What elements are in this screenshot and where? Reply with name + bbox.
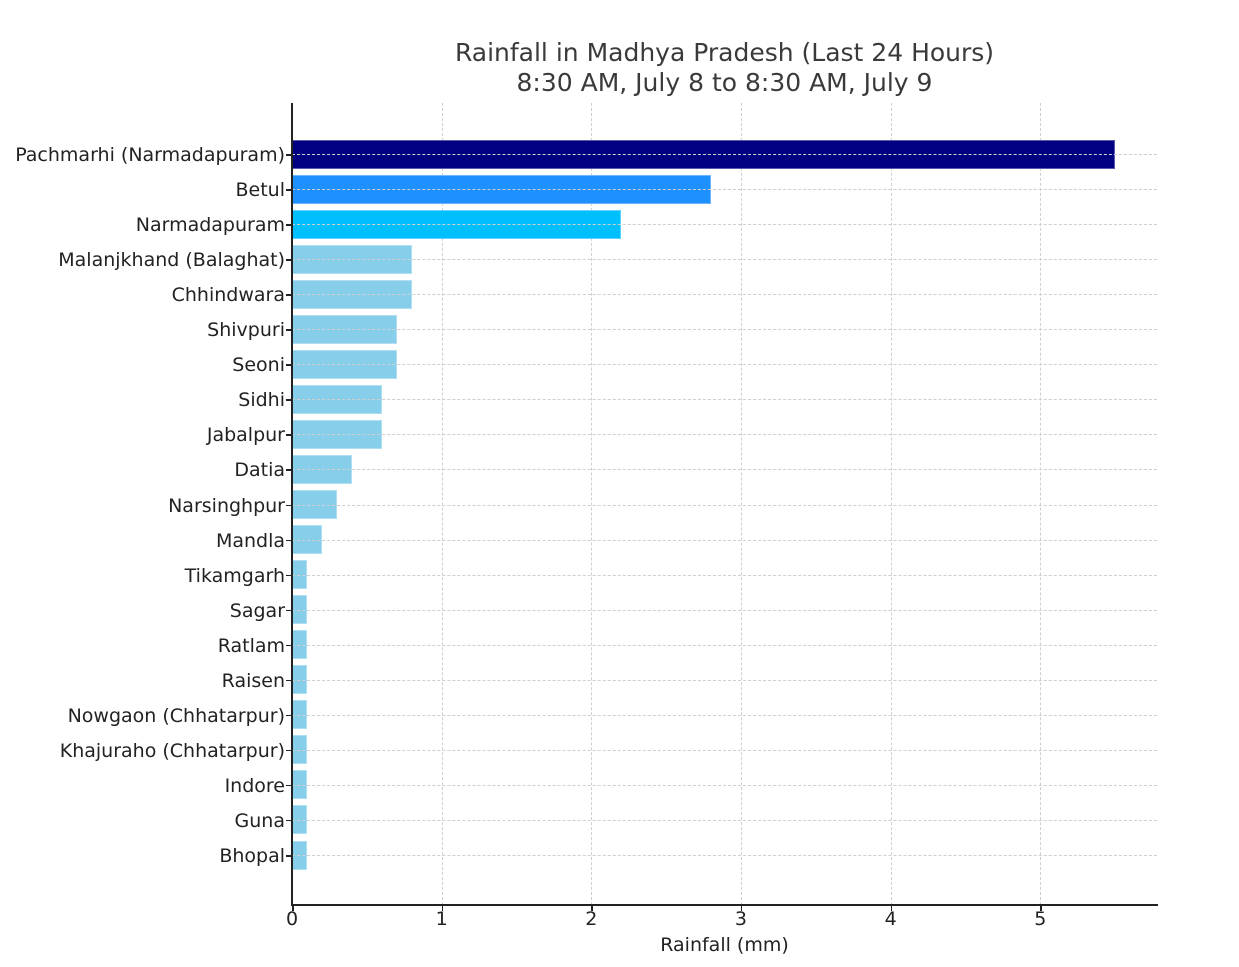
y-tick-label: Jabalpur — [206, 424, 285, 447]
y-tick-mark — [286, 329, 292, 331]
y-tick-mark — [286, 469, 292, 471]
chart-title-line-1: Rainfall in Madhya Pradesh (Last 24 Hour… — [454, 38, 995, 67]
y-gridline — [292, 539, 1157, 541]
y-gridline — [292, 504, 1157, 506]
y-tick-label: Indore — [224, 774, 285, 797]
x-tick-label: 1 — [435, 908, 448, 930]
y-gridline — [292, 784, 1157, 786]
y-tick-label: Narsinghpur — [168, 494, 285, 517]
y-gridline — [292, 574, 1157, 576]
y-gridline — [292, 154, 1157, 155]
x-tick-label: 5 — [1034, 908, 1047, 930]
chart-subtitle: 8:30 AM, July 8 to 8:30 AM, July 9 — [516, 68, 933, 97]
x-axis-title: Rainfall (mm) — [660, 934, 789, 956]
x-tick-label: 2 — [585, 908, 598, 930]
y-tick-mark — [286, 574, 292, 577]
y-tick-mark — [286, 819, 292, 822]
y-tick-label: Guna — [234, 809, 285, 832]
x-tick-mark — [441, 905, 444, 911]
y-tick-mark — [286, 364, 292, 366]
x-axis-line — [291, 904, 1158, 906]
y-tick-mark — [286, 189, 292, 191]
y-gridline — [292, 329, 1157, 331]
y-tick-mark — [286, 434, 292, 436]
y-gridline — [292, 294, 1157, 296]
y-tick-label: Narmadapuram — [135, 214, 285, 237]
y-tick-label: Raisen — [221, 669, 285, 692]
y-tick-mark — [286, 784, 292, 787]
x-gridline — [890, 103, 892, 905]
y-gridline — [292, 434, 1157, 436]
y-tick-mark — [286, 294, 292, 296]
x-tick-mark — [890, 905, 893, 911]
y-tick-mark — [286, 539, 292, 542]
y-tick-label: Pachmarhi (Narmadapuram) — [15, 144, 285, 166]
y-tick-mark — [286, 399, 292, 401]
x-gridline — [441, 103, 443, 905]
y-gridline — [292, 714, 1157, 716]
y-gridline — [292, 469, 1157, 471]
y-gridline — [292, 644, 1157, 646]
y-gridline — [292, 189, 1157, 191]
y-tick-label: Seoni — [232, 354, 285, 377]
y-tick-label: Shivpuri — [207, 319, 285, 342]
x-tick-label: 3 — [734, 908, 747, 930]
y-tick-label: Tikamgarh — [184, 564, 285, 587]
x-tick-label: 0 — [285, 908, 299, 930]
x-tick-mark — [292, 905, 294, 911]
y-tick-mark — [286, 714, 292, 717]
x-gridline — [740, 103, 742, 905]
x-gridline — [1040, 103, 1042, 905]
y-tick-label: Malanjkhand (Balaghat) — [58, 249, 285, 272]
y-gridline — [292, 399, 1157, 401]
y-tick-mark — [286, 644, 292, 647]
y-tick-mark — [286, 749, 292, 752]
y-tick-mark — [286, 224, 292, 226]
y-gridline — [292, 819, 1157, 821]
y-tick-label: Sagar — [229, 599, 285, 622]
y-tick-mark — [286, 259, 292, 261]
y-gridline — [292, 364, 1157, 366]
x-tick-label: 4 — [884, 908, 897, 930]
y-gridline — [292, 679, 1157, 681]
y-gridline — [292, 259, 1157, 261]
y-tick-mark — [286, 679, 292, 682]
y-tick-label: Chhindwara — [171, 284, 285, 307]
y-tick-mark — [286, 504, 292, 506]
chart-title: Rainfall in Madhya Pradesh (Last 24 Hour… — [292, 38, 1157, 98]
y-tick-mark — [286, 154, 292, 156]
y-axis-line — [291, 103, 293, 906]
y-tick-label: Sidhi — [238, 389, 285, 412]
y-tick-label: Bhopal — [219, 845, 285, 867]
plot-area — [292, 103, 1157, 905]
y-tick-label: Ratlam — [217, 634, 285, 657]
x-tick-mark — [1040, 905, 1042, 911]
y-tick-label: Nowgaon (Chhatarpur) — [67, 704, 285, 727]
y-gridline — [292, 224, 1157, 226]
x-gridline — [591, 103, 593, 905]
y-tick-mark — [286, 855, 292, 857]
y-tick-label: Khajuraho (Chhatarpur) — [59, 739, 285, 762]
y-gridline — [292, 855, 1157, 856]
y-gridline — [292, 749, 1157, 751]
y-tick-label: Betul — [235, 179, 286, 202]
y-tick-mark — [286, 609, 292, 612]
y-tick-label: Mandla — [215, 529, 285, 552]
y-tick-label: Datia — [234, 459, 285, 482]
x-tick-mark — [591, 905, 593, 911]
x-tick-mark — [740, 905, 743, 911]
y-gridline — [292, 609, 1157, 611]
